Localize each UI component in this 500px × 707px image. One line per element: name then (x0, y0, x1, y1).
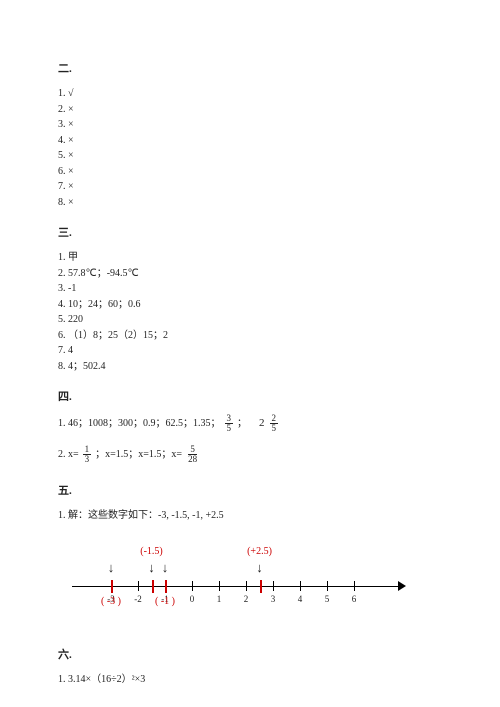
tick-label: 4 (298, 594, 303, 604)
axis-line (72, 586, 402, 587)
answer-line: 6. （1）8；25（2）15；2 (58, 328, 442, 344)
marked-point (165, 580, 167, 593)
tick (327, 581, 328, 591)
tick-label: -2 (134, 594, 142, 604)
q6-1: 1. 3.14×（16÷2）²×3 (58, 672, 442, 688)
sep: ； (237, 416, 247, 432)
answer-line: 1. 甲 (58, 250, 442, 266)
down-arrow-icon: ↓ (162, 560, 169, 576)
tick-label: 1 (217, 594, 222, 604)
answer-line: 4. 10；24；60；0.6 (58, 297, 442, 313)
tick (219, 581, 220, 591)
answer-line: 8. 4；502.4 (58, 359, 442, 375)
section-3-heading: 三. (58, 224, 442, 240)
fraction-3-5: 35 (225, 414, 234, 433)
down-arrow-icon: ↓ (148, 560, 155, 576)
answer-line: 2. 57.8℃；-94.5℃ (58, 266, 442, 282)
q5-1: 1. 解：这些数字如下：-3, -1.5, -1, +2.5 (58, 508, 442, 524)
answer-line: 5. 220 (58, 312, 442, 328)
mixed-2-2-5: 225 (259, 414, 282, 433)
answer-line: 3. -1 (58, 281, 442, 297)
section-2-heading: 二. (58, 60, 442, 76)
answer-line: 1. √ (58, 86, 442, 102)
q4-2-mid: ；x=1.5；x=1.5；x= (95, 447, 182, 463)
tick-label: 3 (271, 594, 276, 604)
q4-2-prefix: 2. x= (58, 447, 79, 463)
top-label: (-1.5) (140, 546, 163, 557)
tick (273, 581, 274, 591)
marked-point (111, 580, 113, 593)
tick-label: 2 (244, 594, 249, 604)
section-4-body: 1. 46；1008；300；0.9；62.5；1.35； 35 ； 225 2… (58, 414, 442, 464)
answer-line: 2. × (58, 102, 442, 118)
tick-label: 0 (190, 594, 195, 604)
number-line: -3-2-10123456(-1.5)↓(+2.5)↓( -3 )↓( -1 )… (72, 538, 412, 628)
tick (138, 581, 139, 591)
answer-line: 5. × (58, 148, 442, 164)
answer-line: 7. × (58, 179, 442, 195)
answer-line: 3. × (58, 117, 442, 133)
tick (354, 581, 355, 591)
top-label: (+2.5) (247, 546, 272, 557)
section-3-list: 1. 甲2. 57.8℃；-94.5℃3. -14. 10；24；60；0.65… (58, 250, 442, 374)
bottom-label: ( -3 ) (101, 596, 121, 607)
answer-line: 7. 4 (58, 343, 442, 359)
marked-point (152, 580, 154, 593)
answer-line: 4. × (58, 133, 442, 149)
section-2-list: 1. √2. ×3. ×4. ×5. ×6. ×7. ×8. × (58, 86, 442, 210)
tick (246, 581, 247, 591)
down-arrow-icon: ↓ (256, 560, 263, 576)
tick (300, 581, 301, 591)
tick (192, 581, 193, 591)
down-arrow-icon: ↓ (108, 560, 115, 576)
axis-arrow-icon (398, 581, 406, 591)
bottom-label: ( -1 ) (155, 596, 175, 607)
marked-point (260, 580, 262, 593)
fraction-1-3: 13 (83, 445, 92, 464)
tick-label: 6 (352, 594, 357, 604)
section-5-heading: 五. (58, 482, 442, 498)
tick-label: 5 (325, 594, 330, 604)
answer-line: 6. × (58, 164, 442, 180)
section-6-heading: 六. (58, 646, 442, 662)
q4-1-prefix: 1. 46；1008；300；0.9；62.5；1.35； (58, 416, 221, 432)
fraction-5-28: 528 (186, 445, 199, 464)
answer-line: 8. × (58, 195, 442, 211)
section-4-heading: 四. (58, 388, 442, 404)
